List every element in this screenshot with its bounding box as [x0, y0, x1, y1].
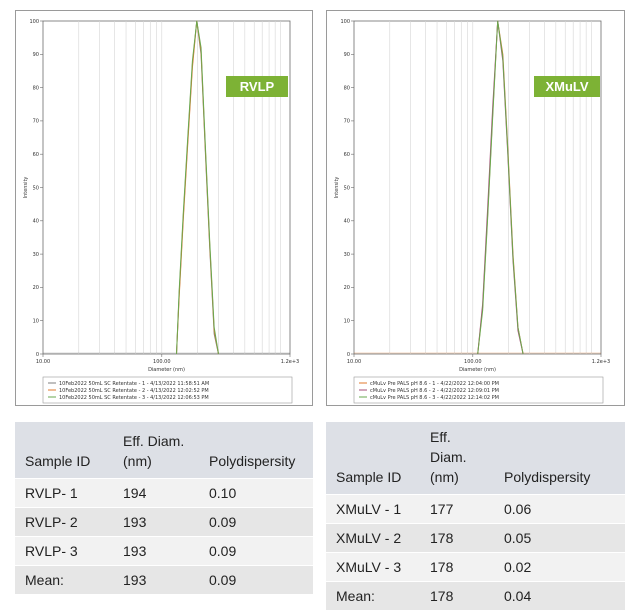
cell-polydispersity: 0.05: [494, 524, 625, 553]
cell-polydispersity: 0.02: [494, 553, 625, 582]
cell-eff-diam: 177: [420, 495, 494, 524]
cell-sample-id: XMuLV - 2: [326, 524, 420, 553]
y-tick-label: 30: [344, 252, 350, 258]
sample-badge-label: RVLP: [240, 79, 275, 94]
table-row: XMuLV - 3 178 0.02: [326, 553, 625, 582]
y-tick-label: 100: [29, 19, 39, 25]
table-row: XMuLV - 2 178 0.05: [326, 524, 625, 553]
cell-eff-diam: 194: [113, 479, 199, 508]
cell-sample-id: Mean:: [326, 582, 420, 610]
x-tick-label: 10.00: [36, 359, 50, 365]
x-axis-label: Diameter (nm): [459, 367, 496, 373]
y-tick-label: 80: [33, 85, 39, 91]
y-tick-label: 50: [33, 185, 39, 191]
col-header-polydispersity: Polydispersity: [199, 422, 313, 479]
cell-eff-diam: 193: [113, 566, 199, 595]
legend-entry: 10Feb2022 50mL SC Retentate - 1 - 4/13/2…: [59, 381, 209, 387]
y-tick-label: 100: [340, 19, 350, 25]
cell-eff-diam: 193: [113, 508, 199, 537]
plot-area: [43, 21, 290, 354]
col-header-polydispersity: Polydispersity: [494, 422, 625, 495]
chart-panel-rvlp: 0 10 20 30 40 50 60 70 80 90 100 10.00 100.00 1.2e+3 D…: [15, 10, 313, 406]
legend-entry: 10Feb2022 50mL SC Retentate - 2 - 4/13/2…: [59, 388, 209, 394]
y-axis-label: Intensity: [334, 177, 340, 199]
cell-eff-diam: 178: [420, 524, 494, 553]
y-tick-label: 90: [344, 52, 350, 58]
table-row: RVLP- 1 194 0.10: [15, 479, 313, 508]
table-row: Mean: 193 0.09: [15, 566, 313, 595]
cell-polydispersity: 0.09: [199, 537, 313, 566]
x-tick-label: 100.00: [464, 359, 482, 365]
col-header-sample-id: Sample ID: [326, 422, 420, 495]
y-tick-label: 60: [33, 152, 39, 158]
table-row: RVLP- 2 193 0.09: [15, 508, 313, 537]
y-tick-label: 30: [33, 252, 39, 258]
results-table-xmulv: Sample ID Eff. Diam. (nm) Polydispersity…: [326, 422, 625, 610]
y-axis-label: Intensity: [23, 177, 29, 199]
cell-sample-id: XMuLV - 3: [326, 553, 420, 582]
x-axis-label: Diameter (nm): [148, 367, 185, 373]
legend-entry: cMuLv Pre PALS pH 8.6 - 2 - 4/22/2022 12…: [370, 388, 499, 394]
chart-panel-xmulv: 0 10 20 30 40 50 60 70 80 90 100 10.00 100.00 1.2e+3 D…: [326, 10, 625, 406]
y-tick-label: 10: [344, 319, 350, 325]
table-row: RVLP- 3 193 0.09: [15, 537, 313, 566]
y-tick-label: 80: [344, 85, 350, 91]
table-header-row: Sample ID Eff. Diam. (nm) Polydispersity: [15, 422, 313, 479]
y-tick-label: 0: [36, 352, 39, 358]
legend-entry: cMuLv Pre PALS pH 8.6 - 1 - 4/22/2022 12…: [370, 381, 499, 387]
cell-sample-id: Mean:: [15, 566, 113, 595]
cell-sample-id: RVLP- 2: [15, 508, 113, 537]
x-tick-label: 1.2e+3: [281, 359, 299, 365]
y-tick-label: 0: [347, 352, 350, 358]
cell-eff-diam: 178: [420, 582, 494, 610]
y-tick-label: 90: [33, 52, 39, 58]
col-header-eff-diam: Eff. Diam. (nm): [113, 422, 199, 479]
results-table-rvlp: Sample ID Eff. Diam. (nm) Polydispersity…: [15, 422, 313, 594]
col-header-eff-diam: Eff. Diam. (nm): [420, 422, 494, 495]
y-tick-label: 70: [33, 119, 39, 125]
chart-svg: 0 10 20 30 40 50 60 70 80 90 100 10.00 100.00 1.2e+3 D…: [327, 11, 624, 405]
col-header-sample-id: Sample ID: [15, 422, 113, 479]
sample-badge-label: XMuLV: [545, 79, 588, 94]
cell-polydispersity: 0.04: [494, 582, 625, 610]
plot-area: [354, 21, 601, 354]
cell-eff-diam: 193: [113, 537, 199, 566]
y-tick-label: 10: [33, 319, 39, 325]
table-header-row: Sample ID Eff. Diam. (nm) Polydispersity: [326, 422, 625, 495]
y-tick-label: 60: [344, 152, 350, 158]
y-tick-label: 20: [33, 285, 39, 291]
y-tick-label: 20: [344, 285, 350, 291]
x-tick-label: 100.00: [153, 359, 171, 365]
x-tick-label: 10.00: [347, 359, 361, 365]
table-row: Mean: 178 0.04: [326, 582, 625, 610]
table-row: XMuLV - 1 177 0.06: [326, 495, 625, 524]
cell-sample-id: RVLP- 1: [15, 479, 113, 508]
y-tick-label: 50: [344, 185, 350, 191]
x-tick-label: 1.2e+3: [592, 359, 610, 365]
cell-eff-diam: 178: [420, 553, 494, 582]
cell-sample-id: XMuLV - 1: [326, 495, 420, 524]
cell-polydispersity: 0.09: [199, 566, 313, 595]
y-tick-label: 40: [344, 219, 350, 225]
cell-polydispersity: 0.10: [199, 479, 313, 508]
cell-sample-id: RVLP- 3: [15, 537, 113, 566]
legend-entry: 10Feb2022 50mL SC Retentate - 3 - 4/13/2…: [59, 395, 209, 401]
y-tick-label: 70: [344, 119, 350, 125]
chart-svg: 0 10 20 30 40 50 60 70 80 90 100 10.00 100.00 1.2e+3 D…: [16, 11, 312, 405]
legend-entry: cMuLv Pre PALS pH 8.6 - 3 - 4/22/2022 12…: [370, 395, 499, 401]
y-tick-label: 40: [33, 219, 39, 225]
cell-polydispersity: 0.09: [199, 508, 313, 537]
cell-polydispersity: 0.06: [494, 495, 625, 524]
